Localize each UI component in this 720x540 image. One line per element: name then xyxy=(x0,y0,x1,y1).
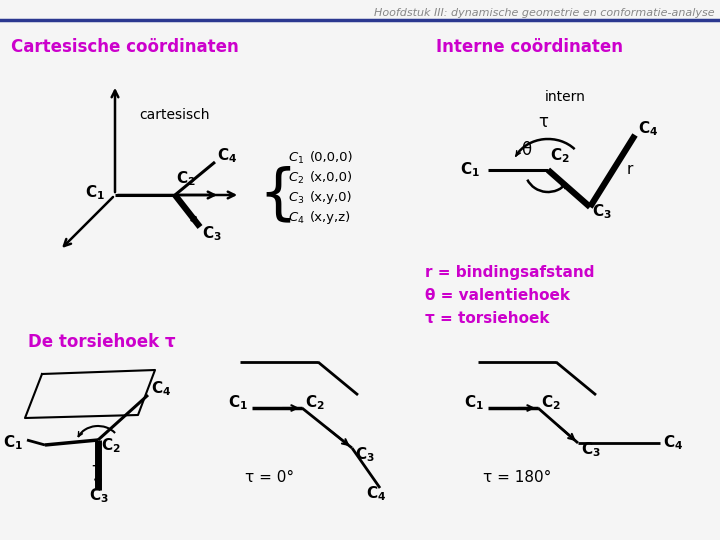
Text: $\mathbf{C_3}$: $\mathbf{C_3}$ xyxy=(202,224,222,242)
Text: (x,y,0): (x,y,0) xyxy=(310,192,353,205)
Text: Interne coördinaten: Interne coördinaten xyxy=(436,38,624,56)
Text: $\mathbf{C_1}$: $\mathbf{C_1}$ xyxy=(3,434,23,453)
Text: (x,0,0): (x,0,0) xyxy=(310,172,353,185)
Text: r = bindingsafstand: r = bindingsafstand xyxy=(425,265,595,280)
Text: $C_2$: $C_2$ xyxy=(288,171,304,186)
Text: $\mathbf{C_1}$: $\mathbf{C_1}$ xyxy=(228,393,248,412)
Text: (0,0,0): (0,0,0) xyxy=(310,152,354,165)
Text: $\mathbf{C_4}$: $\mathbf{C_4}$ xyxy=(217,146,238,165)
Text: θ: θ xyxy=(521,141,531,159)
Text: $\mathbf{C_1}$: $\mathbf{C_1}$ xyxy=(460,160,480,179)
Text: intern: intern xyxy=(544,90,585,104)
Text: τ = 180°: τ = 180° xyxy=(483,470,552,485)
Text: τ = 0°: τ = 0° xyxy=(245,470,294,485)
Text: θ = valentiehoek: θ = valentiehoek xyxy=(425,288,570,303)
Text: τ: τ xyxy=(91,461,101,479)
Text: $\mathbf{C_2}$: $\mathbf{C_2}$ xyxy=(550,146,570,165)
Text: $\mathbf{C_1}$: $\mathbf{C_1}$ xyxy=(464,393,484,412)
Text: $\mathbf{C_4}$: $\mathbf{C_4}$ xyxy=(663,434,683,453)
Text: $\mathbf{C_3}$: $\mathbf{C_3}$ xyxy=(89,486,109,505)
Text: $C_4$: $C_4$ xyxy=(288,211,305,226)
Text: $\mathbf{C_1}$: $\mathbf{C_1}$ xyxy=(85,184,105,202)
Text: $\mathbf{C_4}$: $\mathbf{C_4}$ xyxy=(638,119,658,138)
Text: $\mathbf{C_2}$: $\mathbf{C_2}$ xyxy=(305,393,325,412)
Text: $\mathbf{C_3}$: $\mathbf{C_3}$ xyxy=(355,445,375,464)
Text: (x,y,z): (x,y,z) xyxy=(310,212,351,225)
Text: cartesisch: cartesisch xyxy=(140,108,210,122)
Text: τ = torsiehoek: τ = torsiehoek xyxy=(425,311,549,326)
Text: Cartesische coördinaten: Cartesische coördinaten xyxy=(11,38,239,56)
Text: $\mathbf{C_2}$: $\mathbf{C_2}$ xyxy=(541,393,561,412)
Text: r: r xyxy=(626,161,633,177)
Text: $C_1$: $C_1$ xyxy=(288,151,305,166)
Text: $\mathbf{C_3}$: $\mathbf{C_3}$ xyxy=(592,202,612,221)
Text: $\mathbf{C_4}$: $\mathbf{C_4}$ xyxy=(366,484,386,503)
Text: $\mathbf{C_4}$: $\mathbf{C_4}$ xyxy=(151,379,171,398)
Text: De torsiehoek τ: De torsiehoek τ xyxy=(28,333,176,351)
Text: $\mathbf{C_2}$: $\mathbf{C_2}$ xyxy=(101,436,121,455)
Text: $\mathbf{C_2}$: $\mathbf{C_2}$ xyxy=(176,170,196,188)
Text: Hoofdstuk III: dynamische geometrie en conformatie-analyse: Hoofdstuk III: dynamische geometrie en c… xyxy=(374,8,715,18)
Text: $\mathbf{C_3}$: $\mathbf{C_3}$ xyxy=(581,440,601,458)
Text: $C_3$: $C_3$ xyxy=(288,191,305,206)
Text: τ: τ xyxy=(538,113,548,131)
Text: {: { xyxy=(258,165,297,225)
